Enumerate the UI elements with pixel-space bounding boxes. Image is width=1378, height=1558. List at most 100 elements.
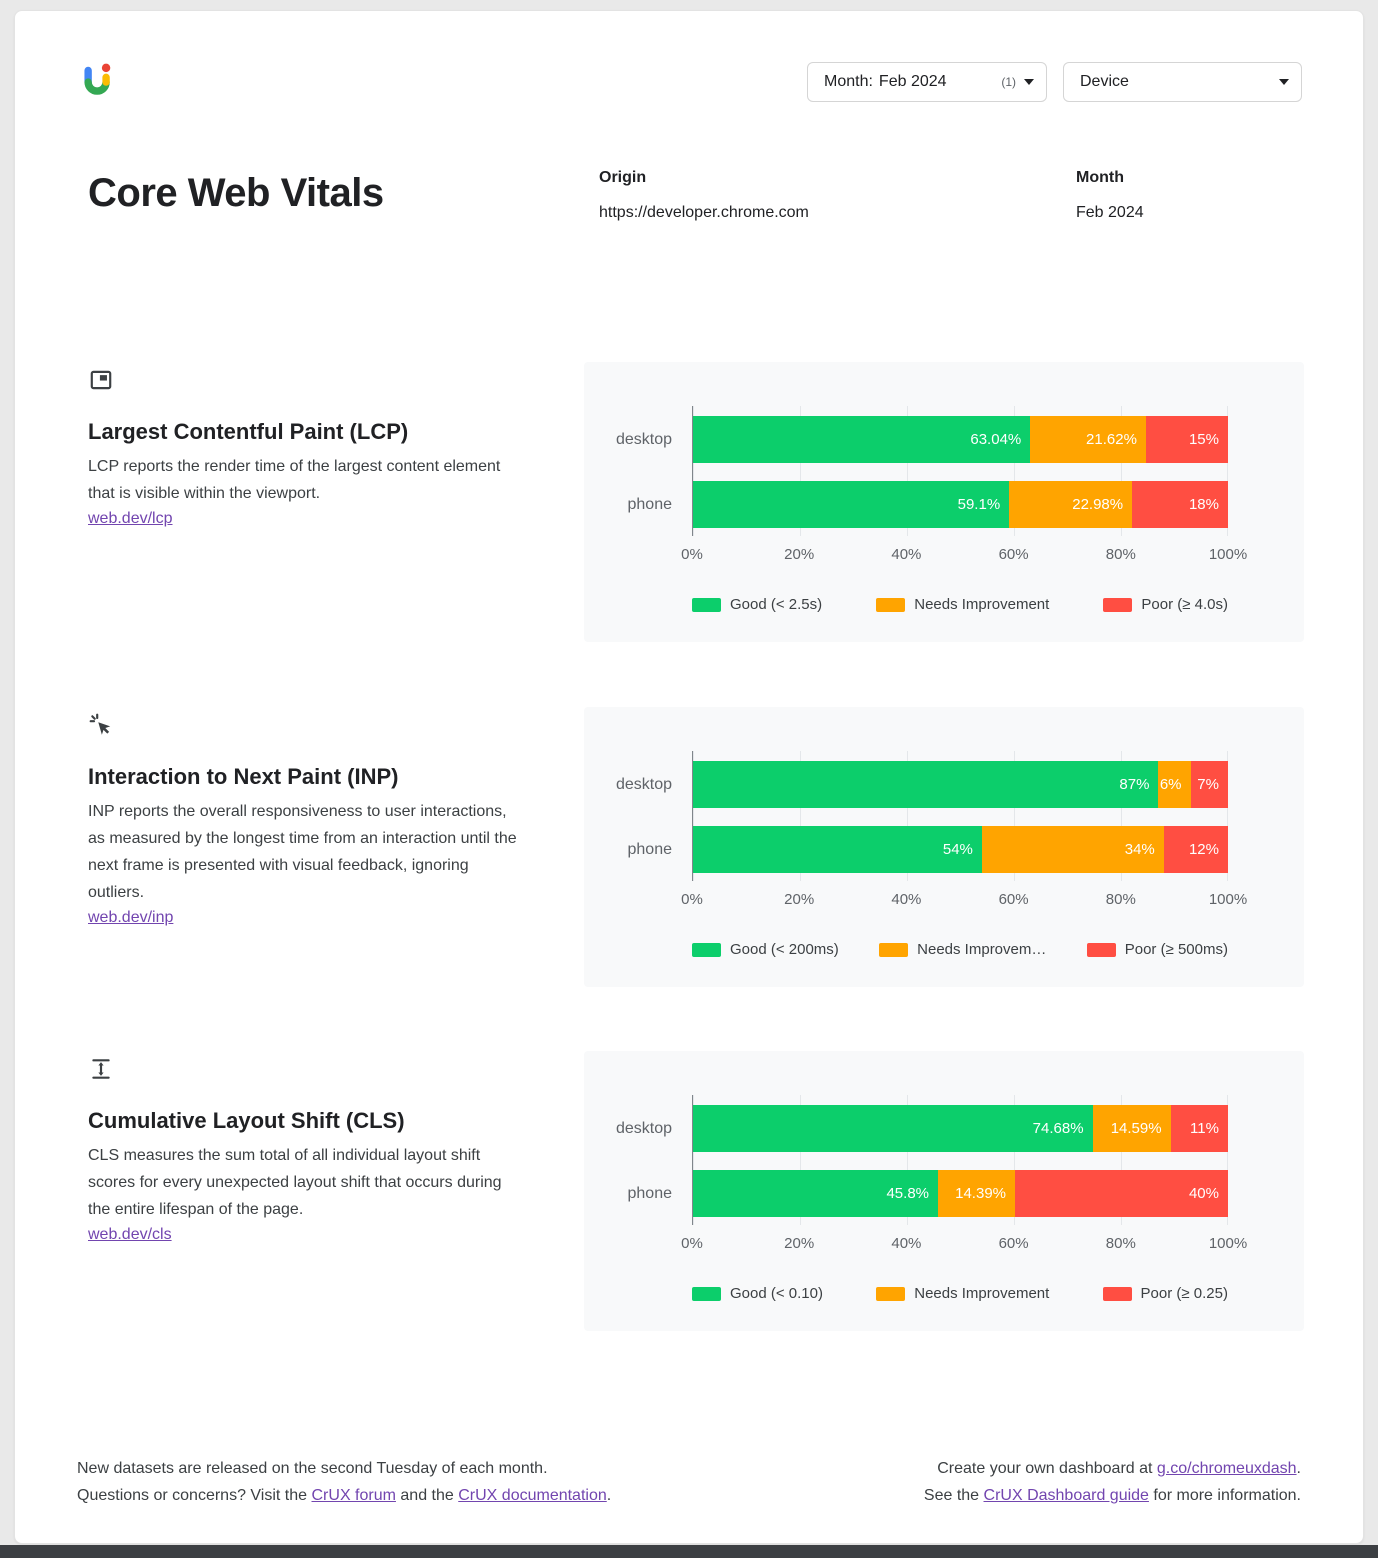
legend-label: Poor (≥ 500ms) (1124, 941, 1228, 958)
inp-phone-bar: phone 54% 34% 12% (628, 826, 1228, 873)
bar-value-label: 21.62% (1086, 431, 1137, 448)
bar-segment-poor[interactable]: 7% (1190, 761, 1228, 808)
lcp-plot: desktop 63.04% 21.62% 15% phone 59.1% 22… (616, 406, 1228, 536)
category-label: phone (627, 495, 673, 513)
bottom-bar (0, 1545, 1378, 1558)
chromeuxdash-link[interactable]: g.co/chromeuxdash (1156, 1460, 1297, 1477)
legend-item-good: Good (< 200ms) (692, 941, 839, 958)
bar-segment-poor[interactable]: 40% (1015, 1170, 1228, 1217)
bar-segment-needs-improvement[interactable]: 21.62% (1030, 416, 1146, 463)
footer-text: See the (923, 1487, 984, 1504)
axis-tick: 20% (784, 546, 815, 563)
legend-item-needs-improvement: Needs Improvem… (879, 941, 1046, 958)
layout-shift-icon (88, 1056, 520, 1082)
bar-segment-good[interactable]: 87% (693, 761, 1159, 808)
axis-tick: 100% (1208, 1235, 1248, 1252)
bar-value-label: 40% (1188, 1185, 1219, 1202)
inp-link[interactable]: web.dev/inp (88, 909, 174, 926)
cls-plot: desktop 74.68% 14.59% 11% phone 45.8% 14… (616, 1095, 1228, 1225)
axis-tick: 40% (891, 546, 922, 563)
legend-label: Poor (≥ 0.25) (1140, 1285, 1228, 1302)
cls-info: Cumulative Layout Shift (CLS) CLS measur… (88, 1056, 520, 1244)
legend-item-poor: Poor (≥ 0.25) (1102, 1285, 1228, 1302)
bar-value-label: 45.8% (886, 1185, 930, 1202)
legend-label: Needs Improvem… (917, 941, 1047, 958)
axis-tick: 0% (681, 1235, 703, 1252)
legend-item-poor: Poor (≥ 4.0s) (1103, 596, 1228, 613)
bar-segment-good[interactable]: 45.8% (693, 1170, 939, 1217)
bar-segment-needs-improvement[interactable]: 14.59% (1092, 1105, 1171, 1152)
bar-segment-needs-improvement[interactable]: 14.39% (938, 1170, 1015, 1217)
bar-segment-good[interactable]: 54% (693, 826, 982, 873)
legend-label: Needs Improvement (914, 596, 1050, 613)
axis-tick: 80% (1105, 1235, 1136, 1252)
chevron-down-icon (1279, 79, 1289, 85)
category-label: phone (627, 1184, 673, 1202)
bar-value-label: 14.59% (1110, 1120, 1162, 1137)
legend-label: Good (< 2.5s) (730, 596, 823, 613)
filter-controls: Month: Feb 2024 (1) Device (807, 62, 1302, 102)
chart-legend: Good (< 0.10) Needs Improvement Poor (≥ … (692, 1285, 1228, 1302)
crux-forum-link[interactable]: CrUX forum (311, 1487, 396, 1504)
axis-tick: 80% (1105, 891, 1136, 908)
inp-section: Interaction to Next Paint (INP) INP repo… (88, 707, 1322, 987)
origin-block: Origin https://developer.chrome.com (599, 169, 809, 222)
legend-label: Needs Improvement (914, 1285, 1050, 1302)
inp-info: Interaction to Next Paint (INP) INP repo… (88, 712, 520, 927)
bar-segment-good[interactable]: 63.04% (693, 416, 1031, 463)
axis-tick: 60% (998, 891, 1029, 908)
lcp-link[interactable]: web.dev/lcp (88, 510, 173, 527)
footer-text: for more information. (1148, 1487, 1301, 1504)
cls-link[interactable]: web.dev/cls (88, 1226, 172, 1243)
footer-left: New datasets are released on the second … (77, 1455, 611, 1509)
bar-segment-good[interactable]: 74.68% (693, 1105, 1093, 1152)
device-filter-dropdown[interactable]: Device (1063, 62, 1302, 102)
bar-value-label: 34% (1124, 841, 1155, 858)
lcp-title: Largest Contentful Paint (LCP) (88, 419, 409, 444)
legend-swatch-good (692, 597, 721, 612)
footer: New datasets are released on the second … (77, 1455, 1301, 1509)
bar-segment-poor[interactable]: 11% (1170, 1105, 1228, 1152)
footer-release-note: New datasets are released on the second … (77, 1460, 548, 1477)
x-axis: 0% 20% 40% 60% 80% 100% (681, 891, 1247, 911)
category-label: desktop (615, 430, 672, 448)
cls-title: Cumulative Layout Shift (CLS) (88, 1108, 405, 1133)
axis-tick: 100% (1208, 546, 1248, 563)
bar-value-label: 74.68% (1032, 1120, 1084, 1137)
bar-value-label: 14.39% (955, 1185, 1006, 1202)
footer-text: . (606, 1487, 612, 1504)
bar-segment-poor[interactable]: 15% (1145, 416, 1228, 463)
bar-value-label: 6% (1159, 776, 1182, 793)
legend-label: Good (< 200ms) (730, 941, 839, 958)
chart-legend: Good (< 2.5s) Needs Improvement Poor (≥ … (692, 596, 1228, 613)
legend-swatch-poor (1086, 942, 1116, 957)
dashboard-card: Month: Feb 2024 (1) Device Core Web Vita… (14, 10, 1364, 1544)
axis-tick: 60% (998, 1235, 1029, 1252)
footer-guide-line: See the CrUX Dashboard guide for more in… (924, 1482, 1301, 1509)
month-label: Month (1076, 169, 1124, 186)
crux-documentation-link[interactable]: CrUX documentation (458, 1487, 607, 1504)
footer-right: Create your own dashboard at g.co/chrome… (924, 1455, 1301, 1509)
month-filter-count: (1) (1001, 75, 1016, 89)
footer-text: and the (395, 1487, 459, 1504)
cls-phone-bar: phone 45.8% 14.39% 40% (628, 1170, 1228, 1217)
legend-swatch-good (692, 1286, 721, 1301)
dashboard-guide-link[interactable]: CrUX Dashboard guide (983, 1487, 1149, 1504)
bar-segment-needs-improvement[interactable]: 6% (1158, 761, 1191, 808)
legend-label: Poor (≥ 4.0s) (1141, 596, 1228, 613)
month-filter-dropdown[interactable]: Month: Feb 2024 (1) (807, 62, 1047, 102)
bar-segment-needs-improvement[interactable]: 22.98% (1009, 481, 1133, 528)
inp-desktop-bar: desktop 87% 6% 7% (616, 761, 1228, 808)
bar-value-label: 22.98% (1072, 496, 1124, 513)
crux-logo-icon (76, 61, 114, 99)
bar-segment-poor[interactable]: 18% (1132, 481, 1228, 528)
bar-segment-poor[interactable]: 12% (1163, 826, 1228, 873)
legend-item-good: Good (< 0.10) (692, 1285, 823, 1302)
legend-swatch-poor (1102, 1286, 1132, 1301)
bar-segment-good[interactable]: 59.1% (693, 481, 1010, 528)
lcp-desktop-bar: desktop 63.04% 21.62% 15% (616, 416, 1228, 463)
bar-segment-needs-improvement[interactable]: 34% (981, 826, 1164, 873)
legend-item-poor: Poor (≥ 500ms) (1086, 941, 1228, 958)
cls-description: CLS measures the sum total of all indivi… (88, 1147, 502, 1218)
axis-tick: 20% (784, 891, 815, 908)
